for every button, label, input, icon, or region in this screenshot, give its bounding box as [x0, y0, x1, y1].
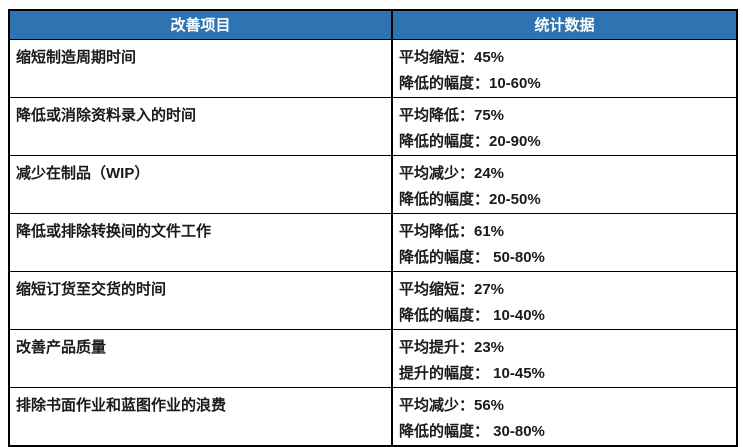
table-row: 降低或消除资料录入的时间 平均降低：75% 降低的幅度：20-90%	[8, 96, 738, 156]
stats-cell: 平均缩短：27% 降低的幅度： 10-40%	[391, 270, 738, 330]
header-row: 改善项目 统计数据	[8, 9, 738, 40]
header-statistics: 统计数据	[391, 9, 738, 40]
table-row: 缩短订货至交货的时间 平均缩短：27% 降低的幅度： 10-40%	[8, 270, 738, 330]
item-cell: 降低或消除资料录入的时间	[8, 96, 393, 156]
stat-line-average: 平均缩短：27%	[399, 280, 505, 298]
item-label: 排除书面作业和蓝图作业的浪费	[16, 396, 227, 414]
item-cell: 缩短订货至交货的时间	[8, 270, 393, 330]
table-row: 减少在制品（WIP） 平均减少：24% 降低的幅度：20-50%	[8, 154, 738, 214]
item-label: 改善产品质量	[16, 338, 107, 356]
header-improvement-items: 改善项目	[8, 9, 393, 40]
stat-line-average: 平均降低：75%	[399, 106, 505, 124]
stat-line-range: 提升的幅度： 10-45%	[399, 364, 545, 382]
stat-line-average: 平均缩短：45%	[399, 48, 505, 66]
stat-line-average: 平均降低：61%	[399, 222, 505, 240]
item-cell: 排除书面作业和蓝图作业的浪费	[8, 386, 393, 446]
stat-line-range: 降低的幅度：20-90%	[399, 132, 541, 150]
stats-cell: 平均减少：24% 降低的幅度：20-50%	[391, 154, 738, 214]
stats-cell: 平均缩短：45% 降低的幅度：10-60%	[391, 38, 738, 98]
improvement-statistics-table: 改善项目 统计数据 缩短制造周期时间 平均缩短：45% 降低的幅度：10-60%…	[8, 9, 738, 447]
table-row: 降低或排除转换间的文件工作 平均降低：61% 降低的幅度： 50-80%	[8, 212, 738, 272]
item-cell: 减少在制品（WIP）	[8, 154, 393, 214]
stats-cell: 平均降低：75% 降低的幅度：20-90%	[391, 96, 738, 156]
item-cell: 缩短制造周期时间	[8, 38, 393, 98]
stat-line-range: 降低的幅度：10-60%	[399, 74, 541, 92]
stats-cell: 平均降低：61% 降低的幅度： 50-80%	[391, 212, 738, 272]
item-cell: 改善产品质量	[8, 328, 393, 388]
item-label: 缩短制造周期时间	[16, 48, 137, 66]
stats-cell: 平均提升：23% 提升的幅度： 10-45%	[391, 328, 738, 388]
stat-line-range: 降低的幅度： 50-80%	[399, 248, 545, 266]
stat-line-range: 降低的幅度：20-50%	[399, 190, 541, 208]
stat-line-range: 降低的幅度： 30-80%	[399, 422, 545, 440]
item-label: 降低或排除转换间的文件工作	[16, 222, 212, 240]
item-label: 降低或消除资料录入的时间	[16, 106, 197, 124]
item-cell: 降低或排除转换间的文件工作	[8, 212, 393, 272]
stats-cell: 平均减少：56% 降低的幅度： 30-80%	[391, 386, 738, 446]
table-row: 缩短制造周期时间 平均缩短：45% 降低的幅度：10-60%	[8, 38, 738, 98]
table-row: 排除书面作业和蓝图作业的浪费 平均减少：56% 降低的幅度： 30-80%	[8, 386, 738, 446]
stat-line-range: 降低的幅度： 10-40%	[399, 306, 545, 324]
stat-line-average: 平均减少：24%	[399, 164, 505, 182]
item-label: 缩短订货至交货的时间	[16, 280, 167, 298]
stat-line-average: 平均提升：23%	[399, 338, 505, 356]
table-row: 改善产品质量 平均提升：23% 提升的幅度： 10-45%	[8, 328, 738, 388]
item-label: 减少在制品（WIP）	[16, 164, 150, 182]
stat-line-average: 平均减少：56%	[399, 396, 505, 414]
